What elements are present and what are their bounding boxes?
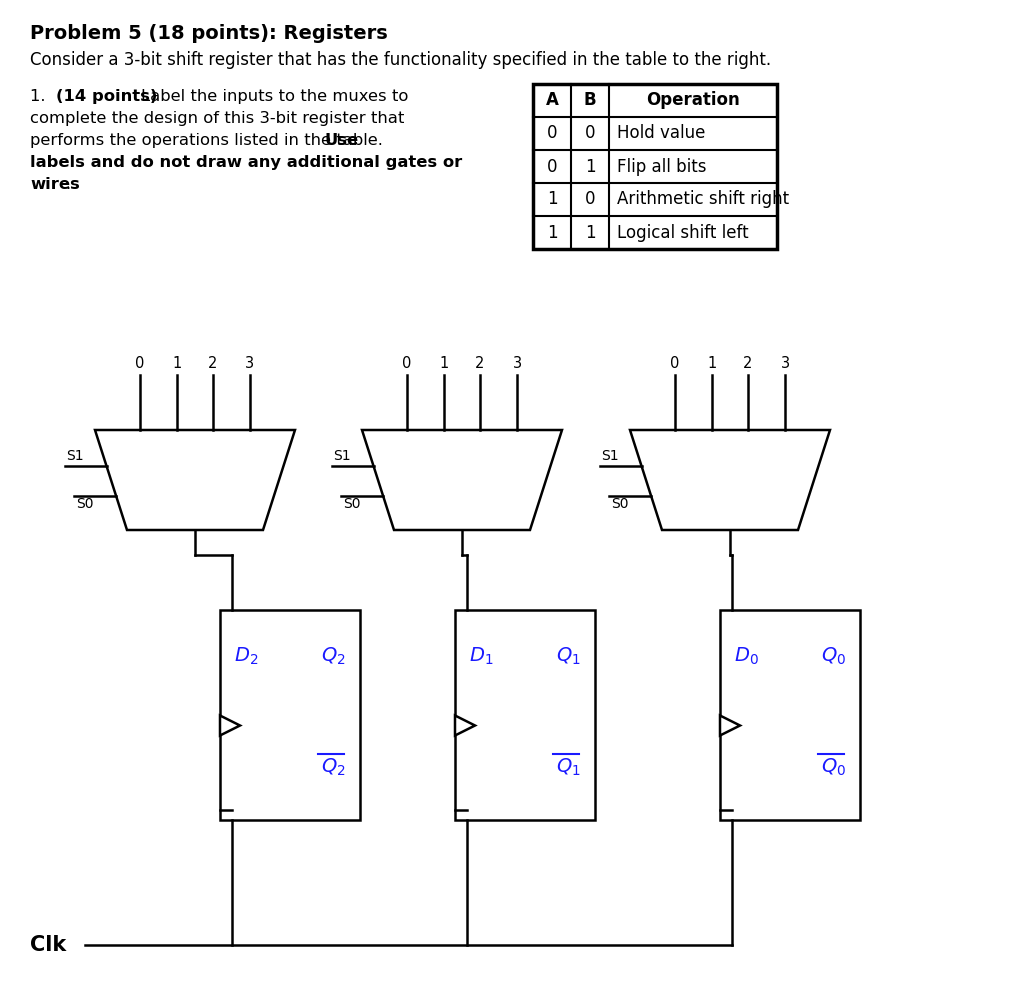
Text: Clk: Clk: [30, 935, 67, 955]
Text: $D_0$: $D_0$: [734, 645, 759, 667]
Polygon shape: [95, 430, 295, 530]
Text: Hold value: Hold value: [617, 124, 706, 142]
Text: $Q_0$: $Q_0$: [821, 645, 846, 667]
Text: 0: 0: [585, 124, 595, 142]
Text: performs the operations listed in the table.: performs the operations listed in the ta…: [30, 133, 388, 148]
Polygon shape: [220, 716, 240, 736]
Text: 1: 1: [708, 356, 717, 371]
Text: (14 points): (14 points): [56, 89, 163, 104]
Text: B: B: [584, 91, 596, 109]
Text: Label the inputs to the muxes to: Label the inputs to the muxes to: [141, 89, 409, 104]
Text: S1: S1: [67, 449, 84, 463]
Text: $Q_2$: $Q_2$: [322, 756, 346, 778]
Text: S1: S1: [334, 449, 351, 463]
Text: Flip all bits: Flip all bits: [617, 157, 707, 176]
Text: S0: S0: [343, 497, 360, 511]
Polygon shape: [720, 716, 740, 736]
Text: 2: 2: [208, 356, 218, 371]
Text: 1: 1: [439, 356, 449, 371]
Text: 1: 1: [585, 157, 595, 176]
Bar: [455, 610, 595, 820]
Text: .: .: [66, 177, 71, 192]
Polygon shape: [630, 430, 830, 530]
Text: $D_1$: $D_1$: [469, 645, 494, 667]
Text: $D_2$: $D_2$: [234, 645, 258, 667]
Text: 1: 1: [547, 224, 557, 242]
Text: Arithmetic shift right: Arithmetic shift right: [617, 191, 790, 209]
Text: $Q_1$: $Q_1$: [556, 645, 581, 667]
Text: S0: S0: [76, 497, 93, 511]
Text: complete the design of this 3-bit register that: complete the design of this 3-bit regist…: [30, 111, 404, 126]
Text: 0: 0: [585, 191, 595, 209]
Text: A: A: [546, 91, 558, 109]
Text: 0: 0: [135, 356, 144, 371]
Text: S1: S1: [601, 449, 620, 463]
Text: 0: 0: [547, 157, 557, 176]
Text: 0: 0: [671, 356, 680, 371]
Text: 3: 3: [780, 356, 790, 371]
Text: 2: 2: [475, 356, 484, 371]
Text: Logical shift left: Logical shift left: [617, 224, 749, 242]
Text: Use: Use: [325, 133, 358, 148]
Text: 0: 0: [547, 124, 557, 142]
Polygon shape: [362, 430, 562, 530]
Bar: [220, 610, 360, 820]
Text: Problem 5 (18 points): Registers: Problem 5 (18 points): Registers: [30, 24, 388, 43]
Text: 1: 1: [585, 224, 595, 242]
Text: 1: 1: [172, 356, 181, 371]
Bar: [720, 610, 860, 820]
Text: 1: 1: [547, 191, 557, 209]
Text: 0: 0: [402, 356, 412, 371]
Text: labels and do not draw any additional gates or: labels and do not draw any additional ga…: [30, 155, 462, 170]
Text: wires: wires: [30, 177, 80, 192]
Text: 1.: 1.: [30, 89, 56, 104]
Polygon shape: [455, 716, 475, 736]
Text: $Q_1$: $Q_1$: [556, 756, 581, 778]
Text: S0: S0: [611, 497, 629, 511]
Text: 3: 3: [246, 356, 255, 371]
Text: Consider a 3-bit shift register that has the functionality specified in the tabl: Consider a 3-bit shift register that has…: [30, 51, 771, 69]
Text: 3: 3: [512, 356, 521, 371]
Bar: [534, 84, 777, 249]
Text: 2: 2: [743, 356, 753, 371]
Text: Operation: Operation: [646, 91, 740, 109]
Text: $Q_0$: $Q_0$: [821, 756, 846, 778]
Text: $Q_2$: $Q_2$: [322, 645, 346, 667]
